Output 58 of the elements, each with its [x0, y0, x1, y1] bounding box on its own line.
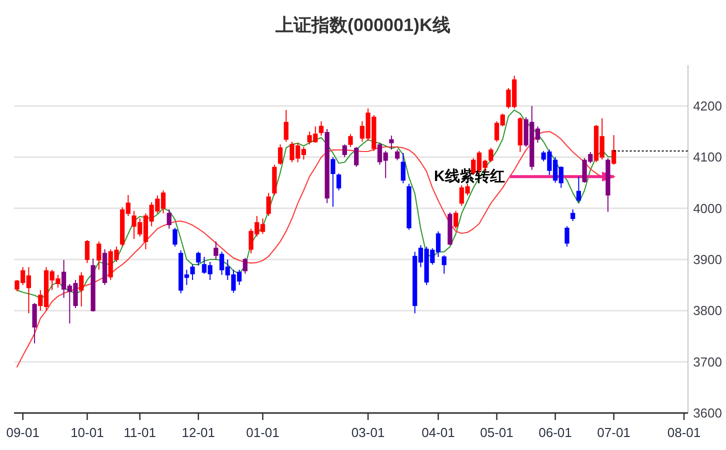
- candlestick: [324, 128, 330, 204]
- candlestick: [196, 251, 201, 266]
- y-tick-label: 3700: [693, 354, 722, 370]
- x-tick-label: 08-01: [667, 425, 701, 440]
- candlestick: [611, 134, 616, 166]
- candlestick: [406, 183, 412, 230]
- y-tick-label: 3600: [693, 406, 722, 420]
- candlestick: [488, 147, 494, 163]
- candlestick: [242, 257, 248, 274]
- line-series: [16, 109, 614, 299]
- candlestick: [278, 144, 283, 166]
- candlestick: [272, 164, 277, 196]
- candlestick: [348, 134, 353, 148]
- x-tick-label: 03-01: [351, 425, 385, 440]
- candlestick: [102, 248, 108, 286]
- candlestick: [330, 156, 336, 208]
- candlestick: [400, 152, 406, 184]
- x-tick-label: 01-01: [246, 425, 280, 440]
- candlestick: [570, 208, 576, 222]
- x-tick-label: 06-01: [538, 425, 572, 440]
- x-tick-label: 10-01: [70, 425, 104, 440]
- candlestick: [564, 226, 570, 248]
- candlestick: [394, 148, 400, 161]
- candlestick: [448, 212, 452, 246]
- candlestick: [389, 135, 394, 150]
- y-tick-label: 3900: [693, 252, 722, 267]
- x-tick-label: 07-01: [597, 425, 630, 440]
- y-tick-label: 4100: [693, 150, 722, 165]
- candlestick: [454, 210, 458, 230]
- line-series: [16, 130, 603, 368]
- chart-title: 上证指数(000001)K线: [274, 15, 451, 35]
- candlestick: [606, 158, 610, 212]
- candlestick: [96, 241, 102, 270]
- x-tick-label: 09-01: [6, 425, 40, 440]
- x-tick-label: 12-01: [182, 425, 215, 440]
- candlestick: [518, 116, 522, 152]
- candlestick: [354, 146, 359, 168]
- y-tick-label: 4000: [693, 200, 722, 216]
- x-tick-label: 05-01: [480, 425, 514, 440]
- x-tick-label: 11-01: [124, 425, 156, 440]
- candlestick: [172, 227, 178, 248]
- candlestick: [214, 241, 218, 260]
- candlestick: [32, 302, 37, 344]
- candlestick: [79, 272, 84, 308]
- candlestick: [190, 264, 195, 280]
- y-tick-label: 3800: [693, 303, 722, 318]
- candlestick: [442, 254, 446, 274]
- candlestick: [576, 176, 581, 203]
- candlestick: [84, 240, 90, 264]
- candlestick: [284, 110, 288, 142]
- candlestick: [318, 120, 324, 136]
- candlestick: [336, 172, 342, 191]
- candlestick: [166, 208, 172, 230]
- candlestick: [342, 144, 347, 158]
- y-tick-label: 4200: [693, 98, 722, 114]
- candlestick: [90, 258, 96, 312]
- x-tick-label: 04-01: [422, 425, 455, 440]
- candlestick: [266, 192, 271, 216]
